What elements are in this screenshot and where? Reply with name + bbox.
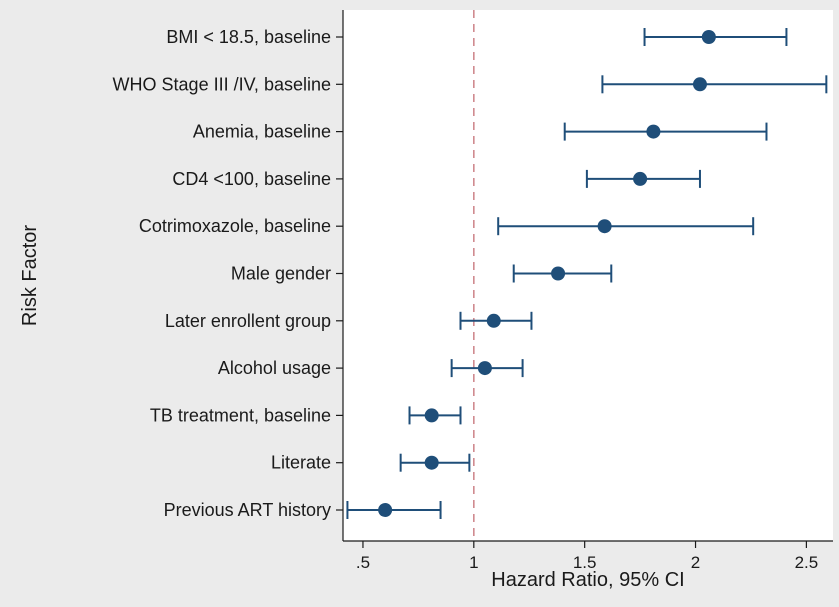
category-label: Alcohol usage bbox=[218, 358, 331, 378]
hazard-ratio-point bbox=[477, 361, 492, 376]
x-tick-label: 1.5 bbox=[573, 553, 597, 572]
x-tick-label: .5 bbox=[356, 553, 370, 572]
hazard-ratio-point bbox=[378, 503, 393, 517]
data-marks bbox=[346, 28, 828, 519]
hazard-ratio-point bbox=[646, 124, 661, 139]
category-label: Male gender bbox=[231, 264, 331, 284]
hazard-ratio-point bbox=[597, 219, 612, 234]
plot-area bbox=[343, 10, 833, 541]
y-axis: BMI < 18.5, baseline WHO Stage III /IV, b… bbox=[113, 10, 344, 541]
category-label: WHO Stage III /IV, baseline bbox=[113, 74, 331, 94]
hazard-ratio-point bbox=[551, 266, 566, 281]
x-tick-label: 1 bbox=[469, 553, 478, 572]
x-axis: .5 1 1.5 2 2.5 bbox=[343, 540, 833, 572]
y-axis-title: Risk Factor bbox=[19, 225, 41, 326]
hazard-ratio-point bbox=[692, 77, 707, 92]
hazard-ratio-point bbox=[633, 171, 648, 186]
hazard-ratio-point bbox=[424, 455, 439, 470]
category-label: BMI < 18.5, baseline bbox=[166, 27, 331, 47]
category-label: Anemia, baseline bbox=[193, 122, 331, 142]
category-label: Previous ART history bbox=[164, 500, 331, 520]
hazard-ratio-point bbox=[424, 408, 439, 423]
category-label: TB treatment, baseline bbox=[150, 405, 331, 425]
category-label: Literate bbox=[271, 453, 331, 473]
x-axis-title: Hazard Ratio, 95% CI bbox=[491, 569, 684, 591]
category-label: Later enrollent group bbox=[165, 311, 331, 331]
hazard-ratio-point bbox=[701, 30, 716, 44]
x-tick-label: 2 bbox=[691, 553, 700, 572]
hazard-ratio-point bbox=[486, 313, 501, 328]
category-label: CD4 <100, baseline bbox=[172, 169, 331, 189]
x-tick-label: 2.5 bbox=[795, 553, 819, 572]
category-label: Cotrimoxazole, baseline bbox=[139, 216, 331, 236]
